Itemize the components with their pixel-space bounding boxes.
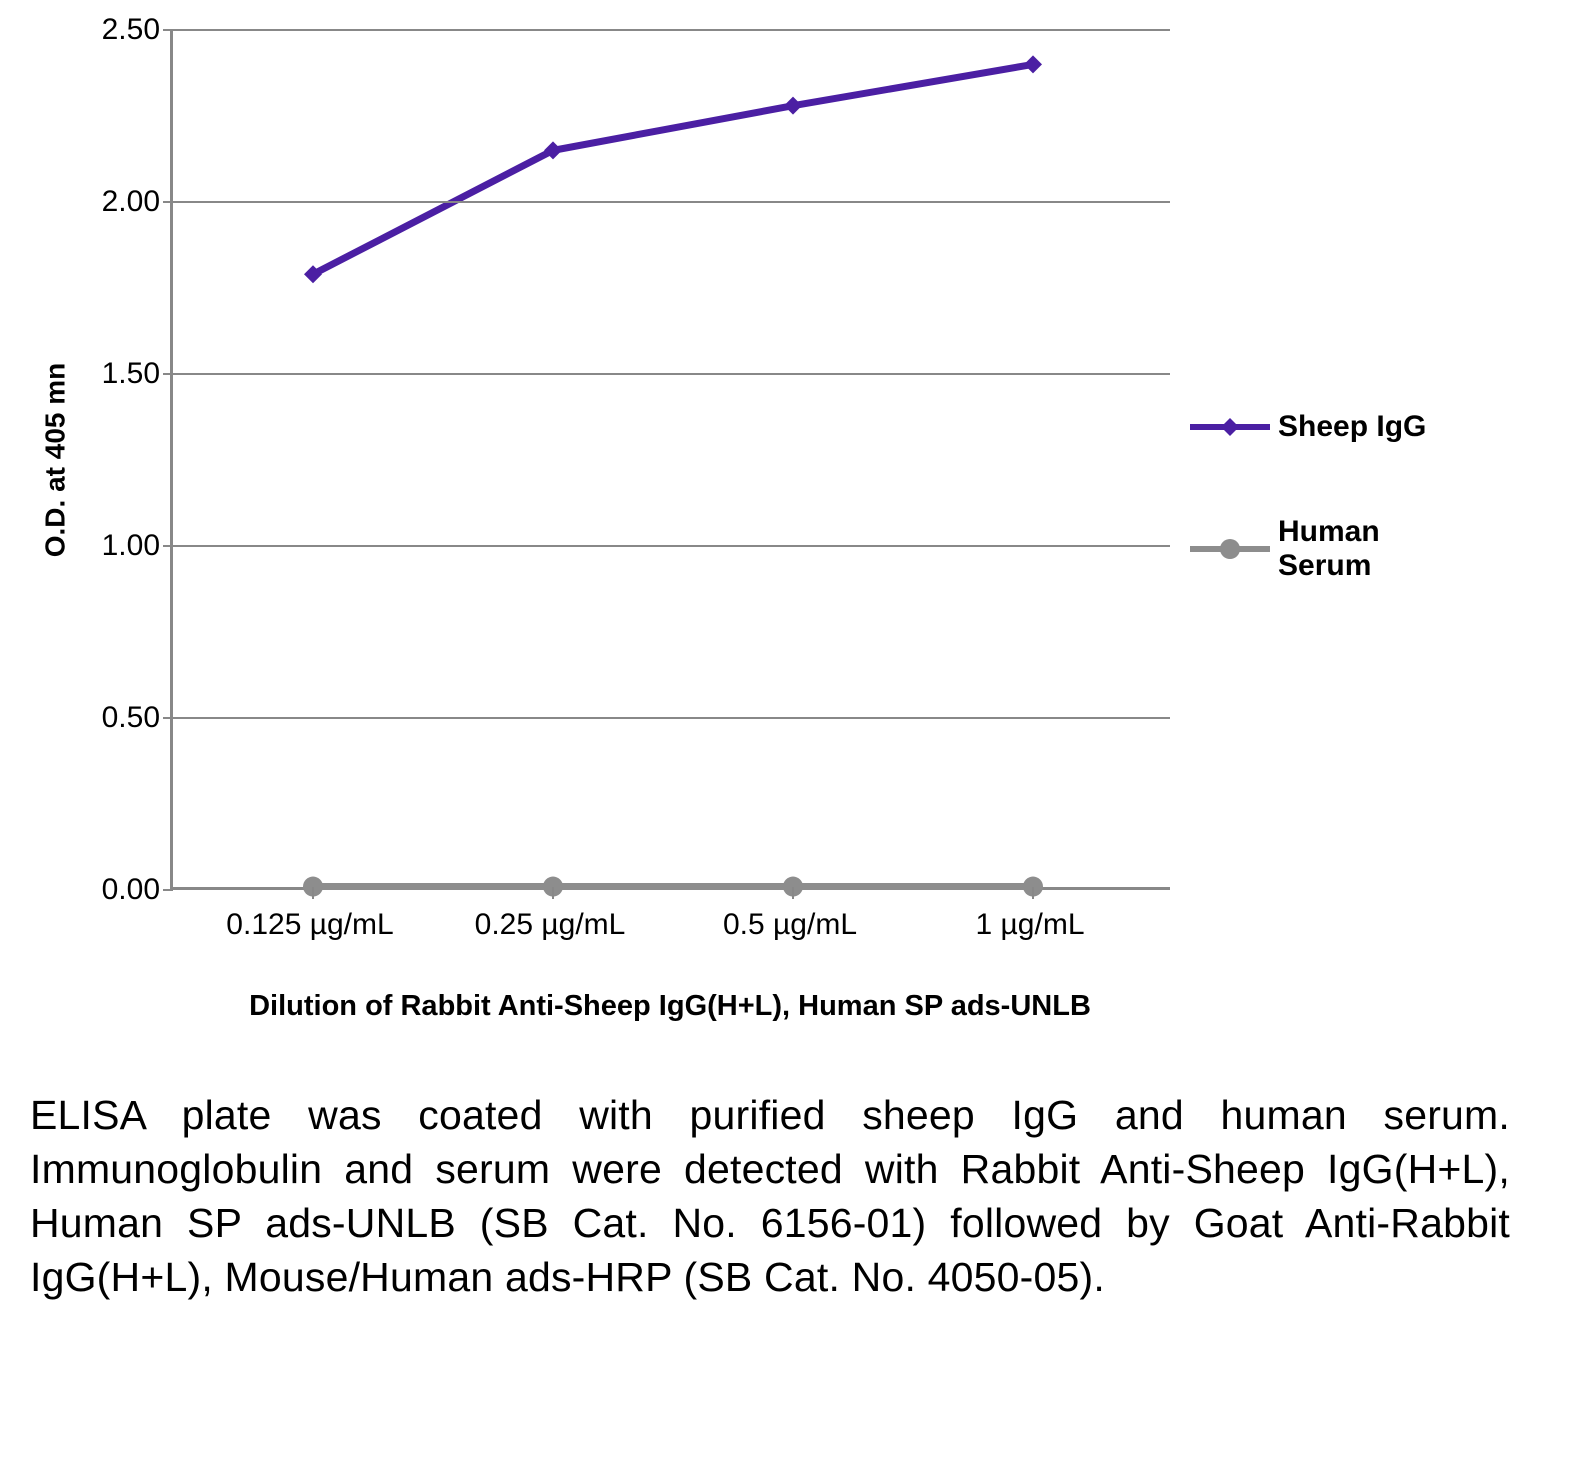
chart-container: O.D. at 405 mn 0.000.501.001.502.002.50 … (30, 30, 1560, 1023)
gridline (173, 373, 1170, 375)
y-tick-label: 2.50 (102, 13, 160, 47)
legend-marker-icon (1215, 534, 1245, 564)
legend-line (1190, 546, 1270, 552)
legend-label: Human Serum (1278, 515, 1380, 584)
legend: Sheep IgG Human Serum (1190, 30, 1426, 654)
y-tick-mark (163, 29, 173, 31)
y-tick-mark (163, 201, 173, 203)
y-axis-ticks: 0.000.501.001.502.002.50 (80, 30, 170, 890)
y-tick-label: 0.50 (102, 701, 160, 735)
legend-item: Human Serum (1190, 515, 1426, 584)
legend-line (1190, 424, 1270, 430)
y-axis-label: O.D. at 405 mn (39, 363, 71, 558)
legend-item: Sheep IgG (1190, 410, 1426, 445)
figure-caption: ELISA plate was coated with purified she… (30, 1088, 1510, 1304)
y-tick-mark (163, 545, 173, 547)
gridline (173, 545, 1170, 547)
plot-area (170, 30, 1170, 890)
legend-marker-icon (1215, 412, 1245, 442)
gridline (173, 29, 1170, 31)
y-tick-mark (163, 717, 173, 719)
x-axis-label: Dilution of Rabbit Anti-Sheep IgG(H+L), … (170, 990, 1170, 1023)
plot-column: 0.125 µg/mL 0.25 µg/mL 0.5 µg/mL 1 µg/mL Di… (170, 30, 1170, 1023)
legend-label: Sheep IgG (1278, 410, 1426, 445)
plot-svg (173, 30, 1170, 887)
series-line (313, 64, 1033, 274)
x-tick-label: 0.5 µg/mL (723, 908, 857, 942)
gridline (173, 201, 1170, 203)
x-tick-label: 1 µg/mL (976, 908, 1085, 942)
series-marker (1024, 55, 1042, 73)
gridline (173, 717, 1170, 719)
y-tick-label: 1.00 (102, 529, 160, 563)
x-axis-ticks: 0.125 µg/mL 0.25 µg/mL 0.5 µg/mL 1 µg/mL (170, 890, 1170, 950)
series-marker (784, 97, 802, 115)
x-tick-label: 0.125 µg/mL (226, 908, 393, 942)
y-axis-label-col: O.D. at 405 mn (30, 30, 80, 890)
x-tick-label: 0.25 µg/mL (475, 908, 626, 942)
y-tick-label: 2.00 (102, 185, 160, 219)
y-tick-mark (163, 373, 173, 375)
y-tick-label: 1.50 (102, 357, 160, 391)
y-tick-label: 0.00 (102, 873, 160, 907)
